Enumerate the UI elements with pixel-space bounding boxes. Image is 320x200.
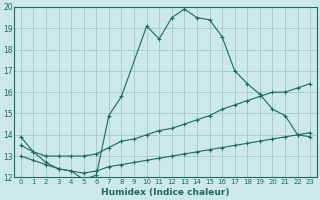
X-axis label: Humidex (Indice chaleur): Humidex (Indice chaleur) <box>101 188 230 197</box>
